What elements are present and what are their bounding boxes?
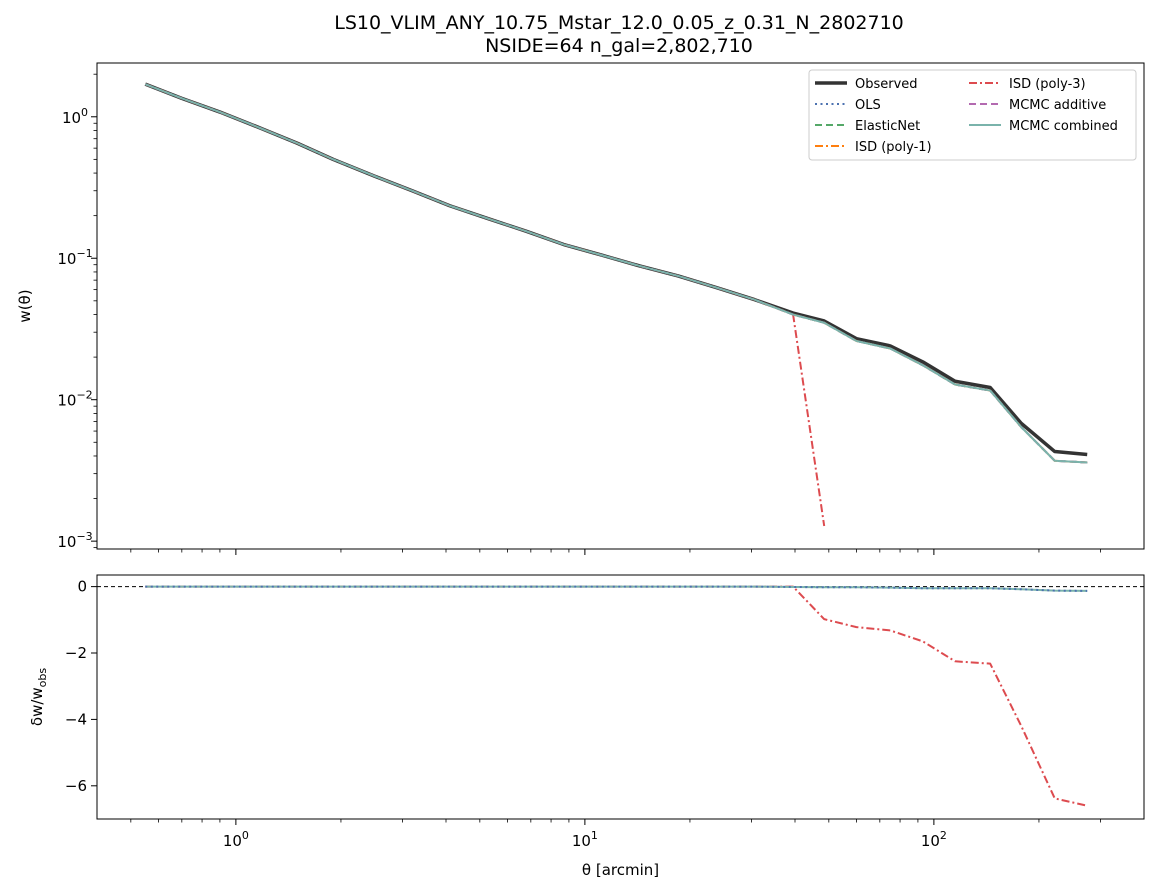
legend-label: Observed <box>855 77 918 92</box>
top-y-tick-label-exp: −3 <box>76 530 92 543</box>
bottom-x-tick-label-base: 10 <box>223 832 242 850</box>
top-y-tick-label: 100 <box>62 106 88 127</box>
bottom-y-axis-label-main: δw/w <box>28 687 46 726</box>
top-y-axis-label: w(θ) <box>16 289 34 322</box>
legend-label: ElasticNet <box>855 119 920 134</box>
bottom-y-tick-label: 0 <box>77 578 87 596</box>
top-y-tick-label-base: 10 <box>62 109 81 127</box>
top-y-tick-label: 10−1 <box>57 247 92 268</box>
legend: Observed OLS ElasticNet ISD (poly-1) ISD (po… <box>808 69 1137 161</box>
top-plot-frame <box>96 62 1145 550</box>
x-axis-label: θ [arcmin] <box>582 861 659 879</box>
top-y-tick-label-exp: −2 <box>76 389 92 402</box>
bottom-x-tick-label-base: 10 <box>921 832 940 850</box>
top-y-tick-label: 10−2 <box>57 389 92 410</box>
bottom-x-tick-label-base: 10 <box>572 832 591 850</box>
legend-label: ISD (poly-3) <box>1009 77 1086 92</box>
legend-label: MCMC combined <box>1009 119 1118 134</box>
top-y-tick-label: 10−3 <box>57 530 92 551</box>
top-y-tick-label-base: 10 <box>57 392 76 410</box>
series-line-mcmc-combined <box>144 83 1088 464</box>
legend-label: MCMC additive <box>1009 98 1106 113</box>
bottom-x-tick-label: 102 <box>921 829 947 850</box>
bottom-x-tick-label-exp: 2 <box>940 829 947 842</box>
bottom-x-tick-label-exp: 1 <box>591 829 598 842</box>
top-y-tick-label-base: 10 <box>57 250 76 268</box>
top-series-group <box>144 82 1088 527</box>
top-y-tick-label-exp: 0 <box>81 106 88 119</box>
residual-line-ols <box>145 585 1088 592</box>
series-line-isd-poly-3- <box>144 83 826 527</box>
chart-title: LS10_VLIM_ANY_10.75_Mstar_12.0_0.05_z_0.… <box>334 12 904 34</box>
legend-box <box>808 69 1137 161</box>
bottom-plot-frame <box>96 574 1145 820</box>
top-y-tick-label-exp: −1 <box>76 247 92 260</box>
bottom-x-tick-label: 101 <box>572 829 598 850</box>
legend-label: ISD (poly-1) <box>855 140 932 155</box>
bottom-x-tick-label-exp: 0 <box>242 829 249 842</box>
residual-line-isd-poly-3- <box>145 585 1088 807</box>
bottom-x-tick-label: 100 <box>223 829 249 850</box>
residual-line-mcmc-combined <box>145 585 1088 592</box>
bottom-y-tick-label: −6 <box>65 777 87 795</box>
legend-label: OLS <box>855 98 881 113</box>
top-y-tick-label-base: 10 <box>57 533 76 551</box>
bottom-y-axis-label-sub: obs <box>36 668 49 688</box>
bottom-series-group <box>145 585 1088 807</box>
bottom-y-axis-label: δw/wobs <box>28 668 49 726</box>
chart-subtitle: NSIDE=64 n_gal=2,802,710 <box>485 35 753 57</box>
bottom-y-tick-label: −2 <box>65 644 87 662</box>
bottom-y-tick-label: −4 <box>65 710 87 728</box>
